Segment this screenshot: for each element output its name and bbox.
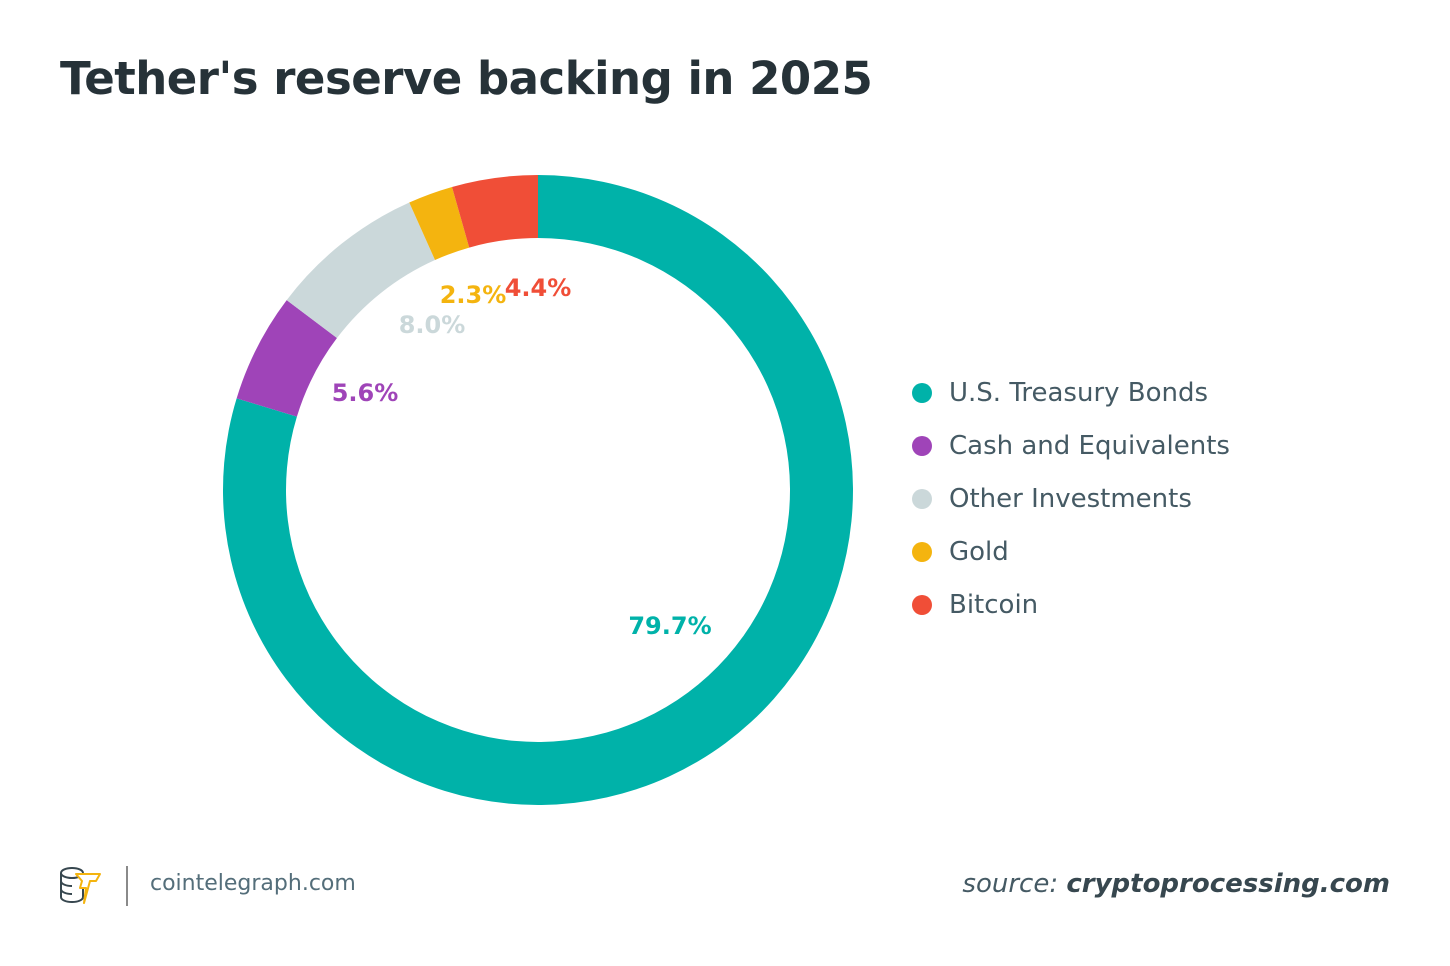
legend-item: Bitcoin — [912, 578, 1230, 631]
legend-item: Gold — [912, 525, 1230, 578]
data-label: 4.4% — [505, 274, 572, 302]
legend-label: Cash and Equivalents — [949, 430, 1230, 461]
donut-slice-cash-and-equivalents — [236, 300, 337, 417]
legend-swatch — [912, 488, 932, 509]
source-credit: source: cryptoprocessing.com — [962, 869, 1390, 899]
legend-item: Cash and Equivalents — [912, 419, 1230, 472]
donut-slice-other-investments — [286, 202, 436, 339]
data-label: 79.7% — [628, 612, 711, 640]
donut-slice-bitcoin — [452, 175, 538, 248]
legend: U.S. Treasury Bonds Cash and Equivalents O… — [912, 366, 1230, 631]
footer-divider — [126, 866, 128, 906]
legend-swatch — [912, 435, 932, 456]
source-name: cryptoprocessing.com — [1066, 869, 1390, 899]
cointelegraph-logo-icon — [60, 867, 101, 904]
data-label: 2.3% — [440, 281, 507, 309]
legend-label: U.S. Treasury Bonds — [949, 377, 1209, 408]
legend-label: Gold — [949, 536, 1009, 567]
legend-label: Bitcoin — [949, 589, 1039, 620]
donut-slice-gold — [409, 186, 470, 261]
legend-swatch — [912, 541, 932, 562]
source-prefix: source: — [962, 869, 1059, 899]
legend-swatch — [912, 594, 932, 615]
data-label: 5.6% — [332, 379, 399, 407]
legend-swatch — [912, 382, 932, 403]
chart-title: Tether's reserve backing in 2025 — [60, 52, 873, 105]
legend-label: Other Investments — [949, 483, 1192, 514]
site-name: cointelegraph.com — [150, 871, 356, 896]
legend-item: Other Investments — [912, 472, 1230, 525]
data-label: 8.0% — [399, 311, 466, 339]
legend-item: U.S. Treasury Bonds — [912, 366, 1230, 419]
